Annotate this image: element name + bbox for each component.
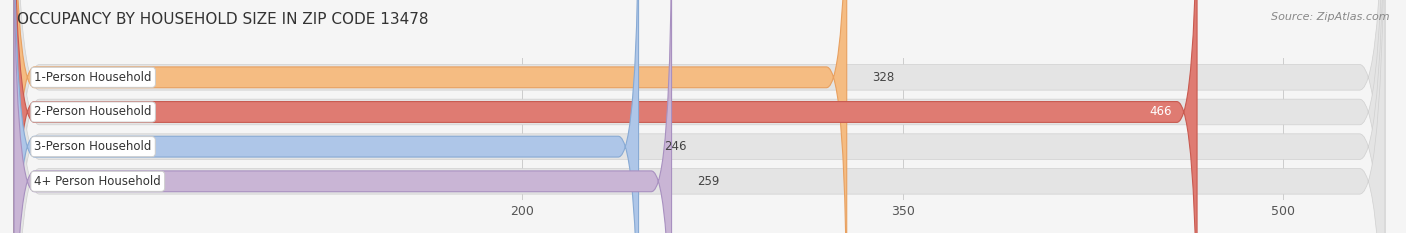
Text: 3-Person Household: 3-Person Household <box>34 140 152 153</box>
Text: 246: 246 <box>664 140 686 153</box>
FancyBboxPatch shape <box>14 0 1197 233</box>
FancyBboxPatch shape <box>14 0 1385 233</box>
FancyBboxPatch shape <box>14 0 638 233</box>
FancyBboxPatch shape <box>14 0 1385 233</box>
FancyBboxPatch shape <box>14 0 1385 233</box>
FancyBboxPatch shape <box>14 0 846 233</box>
Text: Source: ZipAtlas.com: Source: ZipAtlas.com <box>1271 12 1389 22</box>
Text: 259: 259 <box>697 175 720 188</box>
FancyBboxPatch shape <box>14 0 672 233</box>
Text: 466: 466 <box>1149 106 1171 119</box>
FancyBboxPatch shape <box>14 0 1385 233</box>
Text: 328: 328 <box>872 71 894 84</box>
Text: 1-Person Household: 1-Person Household <box>34 71 152 84</box>
Text: OCCUPANCY BY HOUSEHOLD SIZE IN ZIP CODE 13478: OCCUPANCY BY HOUSEHOLD SIZE IN ZIP CODE … <box>17 12 429 27</box>
Text: 4+ Person Household: 4+ Person Household <box>34 175 162 188</box>
Text: 2-Person Household: 2-Person Household <box>34 106 152 119</box>
